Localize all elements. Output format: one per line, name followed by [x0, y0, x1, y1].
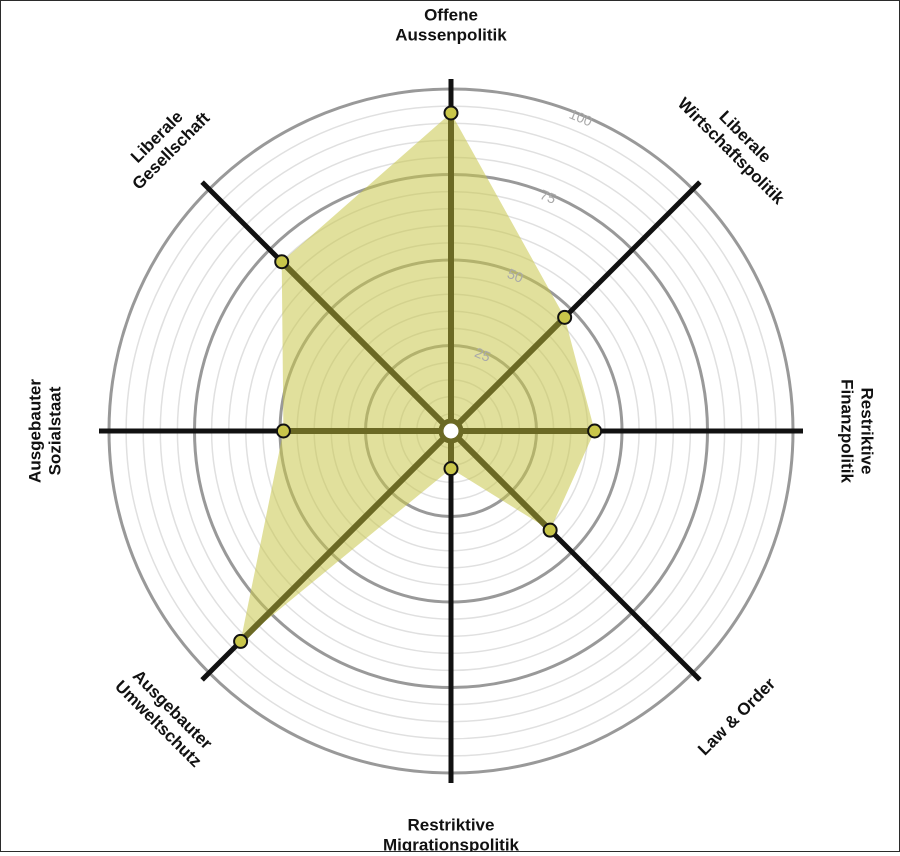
- data-spoke: [448, 428, 554, 534]
- data-spoke: [278, 258, 454, 434]
- data-polygon: [240, 112, 595, 642]
- data-point: [542, 522, 558, 538]
- data-point: [443, 105, 459, 121]
- axis-label-line: Finanzpolitik: [838, 379, 857, 483]
- axis-label-line: Migrationspolitik: [383, 835, 520, 851]
- axis-label-line: Offene: [424, 5, 478, 24]
- data-point: [274, 254, 290, 270]
- axis-label-line: Sozialstaat: [45, 386, 64, 475]
- tick-label: 50: [505, 265, 526, 286]
- data-point: [275, 423, 291, 439]
- data-spoke: [237, 428, 454, 645]
- data-point: [443, 461, 459, 477]
- tick-label: 25: [472, 344, 493, 365]
- axis-label: Law & Order: [694, 674, 779, 759]
- data-area: [240, 112, 595, 642]
- axis-label-line: Law & Order: [694, 674, 779, 759]
- axis-label: Ausgebauter Sozialstaat: [25, 379, 64, 483]
- tick-labels: 25 50 75 100: [472, 106, 594, 365]
- axis-label-line: Restriktive: [408, 815, 495, 834]
- axis-label-line: Restriktive: [858, 388, 877, 475]
- data-point: [557, 309, 573, 325]
- tick-label: 75: [538, 186, 559, 207]
- data-point: [233, 633, 249, 649]
- data-spoke: [448, 314, 568, 434]
- axis-label-line: Ausgebauter: [25, 379, 44, 483]
- axis-label-line: Aussenpolitik: [395, 25, 507, 44]
- data-points: [233, 105, 603, 649]
- tick-label: 100: [567, 106, 595, 130]
- center-point: [438, 418, 464, 444]
- data-point: [587, 423, 603, 439]
